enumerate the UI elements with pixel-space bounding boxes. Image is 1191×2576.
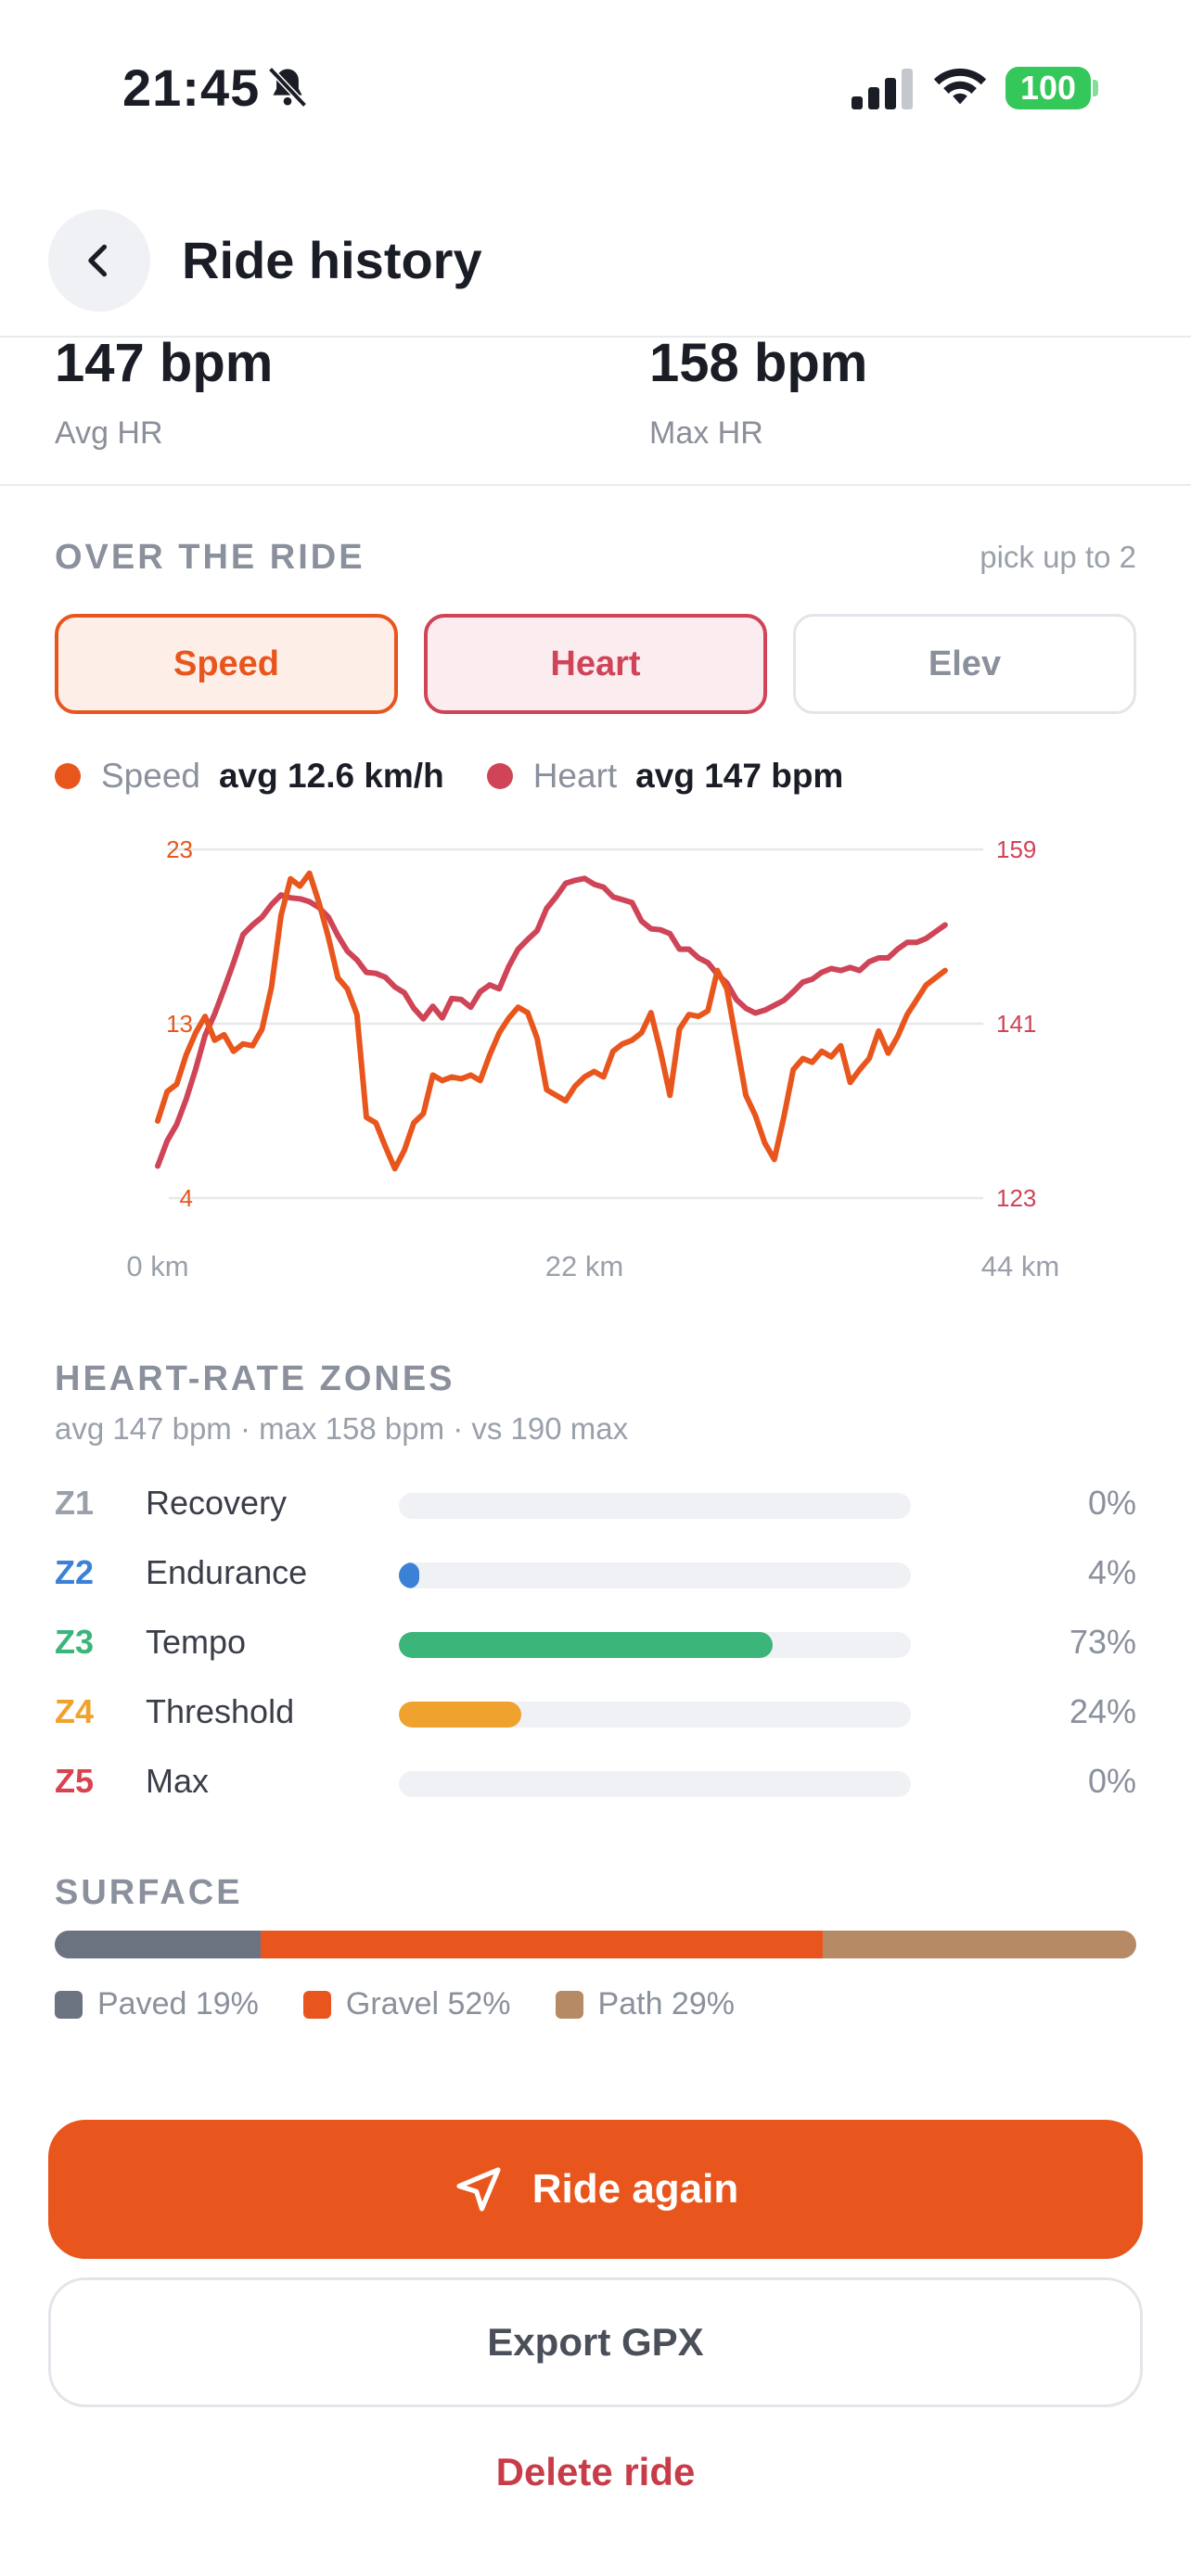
zone-fill — [399, 1632, 773, 1658]
zone-name: Threshold — [146, 1692, 295, 1730]
zone-row-z3: Z3 Tempo 73% — [0, 1615, 1191, 1671]
stat-avg-hr: 147 bpm Avg HR — [55, 333, 274, 452]
legend-dot-speed — [55, 763, 81, 789]
toggle-heart[interactable]: Heart — [424, 614, 767, 714]
right-axis-tick-label: 123 — [996, 1184, 1036, 1212]
zone-name: Endurance — [146, 1553, 308, 1591]
series-line-heart — [155, 875, 948, 1169]
zone-name: Max — [146, 1762, 210, 1800]
zone-id: Z2 — [55, 1553, 95, 1591]
left-axis-tick-label: 23 — [166, 835, 193, 863]
zone-percent: 0% — [1087, 1762, 1136, 1800]
zone-id: Z1 — [55, 1484, 95, 1522]
surface-swatch — [555, 1990, 583, 2019]
zone-track — [399, 1493, 911, 1519]
series-line-speed — [155, 870, 948, 1172]
surface-legend-label: Paved 19% — [97, 1986, 259, 2021]
zone-row-z4: Z4 Threshold 24% — [0, 1685, 1191, 1741]
zone-percent: 0% — [1087, 1484, 1136, 1522]
x-axis-tick-label: 22 km — [545, 1250, 623, 1282]
zone-row-z5: Z5 Max 0% — [0, 1754, 1191, 1810]
navigation-arrow-icon — [456, 2167, 501, 2212]
legend-dot-heart — [486, 763, 513, 789]
zone-row-z2: Z2 Endurance 4% — [0, 1546, 1191, 1601]
zone-percent: 73% — [1069, 1623, 1136, 1661]
zone-track — [399, 1702, 911, 1728]
surface-swatch — [55, 1990, 83, 2019]
zone-row-z1: Z1 Recovery 0% — [0, 1476, 1191, 1532]
battery-indicator: 100 — [1005, 67, 1091, 109]
x-axis-tick-label: 44 km — [981, 1250, 1059, 1282]
surface-legend-label: Path 29% — [597, 1986, 735, 2021]
hr-stats: 147 bpm Avg HR 158 bpm Max HR — [0, 333, 1191, 486]
right-axis-tick-label: 141 — [996, 1010, 1036, 1038]
chevron-left-icon — [88, 244, 108, 277]
zone-id: Z4 — [55, 1692, 95, 1730]
zone-id: Z5 — [55, 1762, 95, 1800]
battery-level: 100 — [1019, 69, 1077, 107]
ride-again-label: Ride again — [531, 2166, 739, 2212]
toggle-elev[interactable]: Elev — [793, 614, 1136, 714]
signal-icon — [852, 69, 913, 109]
stat-max-hr: 158 bpm Max HR — [649, 333, 868, 452]
toggle-speed[interactable]: Speed — [55, 614, 398, 714]
stat-label: Avg HR — [55, 415, 163, 451]
surface-segment — [55, 1931, 261, 1958]
metric-pick-note: pick up to 2 — [980, 540, 1136, 574]
toggle-label: Speed — [173, 644, 280, 683]
left-axis-tick-label: 13 — [166, 1010, 193, 1038]
legend-name: Heart — [532, 757, 618, 795]
surface-segment — [260, 1931, 823, 1958]
surface-bar — [55, 1931, 1136, 1958]
delete-ride-label: Delete ride — [495, 2450, 696, 2493]
x-axis-tick-label: 0 km — [126, 1250, 188, 1282]
export-gpx-label: Export GPX — [487, 2320, 704, 2364]
section-title-surface: SURFACE — [55, 1873, 243, 1912]
zone-track — [399, 1632, 911, 1658]
left-axis-tick-label: 4 — [180, 1184, 193, 1212]
header: Ride history — [0, 176, 1191, 338]
zone-name: Recovery — [146, 1484, 288, 1522]
bell-slash-icon — [268, 67, 307, 108]
surface-swatch — [302, 1990, 331, 2019]
battery-nub — [1093, 80, 1098, 96]
right-axis-tick-label: 159 — [996, 835, 1036, 863]
zone-percent: 4% — [1087, 1553, 1136, 1591]
surface-legend-label: Gravel 52% — [345, 1986, 511, 2021]
ride-chart: 23 13 4 159 141 123 0 km 22 km 44 km — [126, 835, 1059, 1282]
chart-legend: Speed avg 12.6 km/h Heart avg 147 bpm — [55, 751, 886, 801]
ride-again-button[interactable]: Ride again — [48, 2120, 1143, 2259]
zone-fill — [399, 1562, 420, 1588]
toggle-label: Elev — [928, 644, 1002, 683]
zone-track — [399, 1771, 911, 1797]
zone-name: Tempo — [146, 1623, 247, 1661]
status-bar: 21:45 100 — [0, 0, 1191, 176]
stat-value: 147 bpm — [55, 333, 274, 393]
stat-value: 158 bpm — [649, 333, 868, 393]
toggle-label: Heart — [550, 644, 641, 683]
legend-name: Speed — [101, 757, 200, 795]
zone-track — [399, 1562, 911, 1588]
delete-ride-button[interactable]: Delete ride — [0, 2450, 1191, 2494]
legend-value: avg 147 bpm — [635, 757, 844, 795]
surface-legend: Paved 19% Gravel 52% Path 29% — [55, 1986, 779, 2022]
zone-id: Z3 — [55, 1623, 95, 1661]
zones-subtitle: avg 147 bpm · max 158 bpm · vs 190 max — [55, 1411, 629, 1446]
zone-percent: 24% — [1069, 1692, 1136, 1730]
surface-segment — [822, 1931, 1136, 1958]
zone-fill — [399, 1702, 522, 1728]
section-title-zones: HEART-RATE ZONES — [55, 1359, 455, 1398]
export-gpx-button[interactable]: Export GPX — [48, 2277, 1143, 2407]
stat-label: Max HR — [649, 415, 763, 451]
legend-value: avg 12.6 km/h — [219, 757, 444, 795]
status-time: 21:45 — [122, 58, 261, 117]
back-button[interactable] — [48, 210, 150, 312]
wifi-icon — [933, 68, 987, 105]
section-title-over-ride: OVER THE RIDE — [55, 538, 365, 577]
page-title: Ride history — [182, 231, 482, 289]
